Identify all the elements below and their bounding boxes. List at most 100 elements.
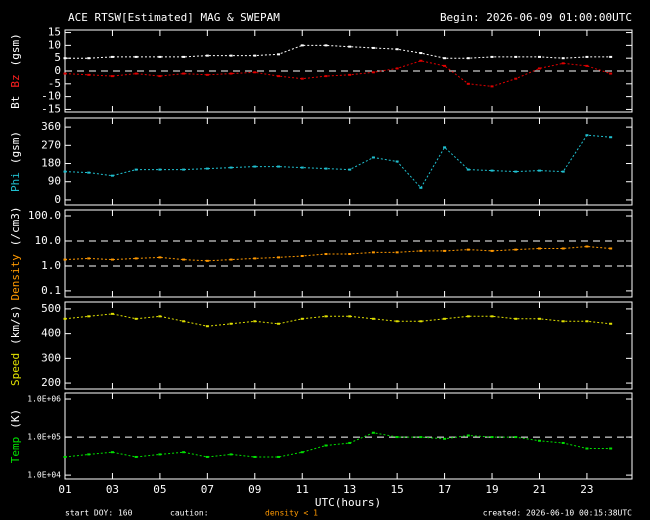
data-point bbox=[110, 312, 114, 315]
data-point bbox=[229, 166, 233, 169]
data-point bbox=[395, 320, 399, 323]
y-axis-label-part: (K) bbox=[9, 409, 22, 429]
x-tick-label: 01 bbox=[58, 483, 71, 496]
data-point bbox=[110, 55, 114, 58]
panel-frame bbox=[64, 117, 633, 206]
data-point bbox=[253, 320, 257, 323]
data-point bbox=[253, 71, 257, 74]
data-point bbox=[182, 451, 186, 454]
x-tick-label: 11 bbox=[296, 483, 309, 496]
y-tick-label: 1.0E+04 bbox=[27, 471, 61, 480]
data-point bbox=[205, 259, 209, 262]
data-point bbox=[300, 77, 304, 80]
data-point bbox=[158, 315, 162, 318]
data-point bbox=[419, 59, 423, 62]
x-tick-label: 07 bbox=[201, 483, 214, 496]
data-point bbox=[490, 169, 494, 172]
y-axis-label: Speed (km/s) bbox=[9, 305, 22, 386]
data-point bbox=[158, 256, 162, 259]
data-point bbox=[443, 146, 447, 149]
data-point bbox=[419, 186, 423, 189]
data-point bbox=[300, 451, 304, 454]
x-tick-label: 23 bbox=[580, 483, 593, 496]
data-point bbox=[63, 72, 67, 75]
data-point bbox=[371, 156, 375, 159]
data-point bbox=[229, 322, 233, 325]
data-point bbox=[63, 170, 67, 173]
data-point bbox=[466, 57, 470, 60]
data-point bbox=[277, 75, 281, 78]
data-point bbox=[324, 444, 328, 447]
data-point bbox=[395, 67, 399, 70]
y-axis-label-part: (/cm3) bbox=[9, 206, 22, 246]
series-line bbox=[64, 313, 611, 327]
data-point bbox=[609, 247, 613, 250]
data-point bbox=[514, 77, 518, 80]
y-tick-label: 0 bbox=[54, 193, 61, 206]
y-tick-label: 1.0E+06 bbox=[27, 395, 61, 404]
data-point bbox=[561, 170, 565, 173]
begin-time: Begin: 2026-06-09 01:00:00UTC bbox=[440, 11, 632, 24]
y-tick-label: 10 bbox=[48, 38, 61, 51]
data-point bbox=[443, 57, 447, 60]
data-point bbox=[537, 169, 541, 172]
data-point bbox=[609, 72, 613, 75]
data-point bbox=[466, 248, 470, 251]
y-axis-label-part: (gsm) bbox=[9, 33, 22, 66]
data-point bbox=[466, 434, 470, 437]
y-axis-label-part: Density bbox=[9, 254, 22, 301]
data-point bbox=[561, 247, 565, 250]
data-point bbox=[87, 171, 91, 174]
data-point bbox=[277, 165, 281, 168]
y-tick-label: -5 bbox=[48, 77, 61, 90]
data-point bbox=[348, 73, 352, 76]
data-point bbox=[395, 160, 399, 163]
data-point bbox=[158, 453, 162, 456]
y-tick-label: -15 bbox=[41, 102, 61, 115]
data-point bbox=[110, 451, 114, 454]
data-point bbox=[87, 73, 91, 76]
data-point bbox=[300, 166, 304, 169]
y-tick-label: 5 bbox=[54, 51, 61, 64]
y-tick-label: 300 bbox=[41, 351, 61, 364]
data-point bbox=[609, 447, 613, 450]
data-point bbox=[419, 52, 423, 55]
data-point bbox=[514, 436, 518, 439]
y-tick-label: 400 bbox=[41, 327, 61, 340]
caution-label: caution: bbox=[170, 509, 209, 518]
data-point bbox=[537, 55, 541, 58]
data-point bbox=[585, 447, 589, 450]
data-point bbox=[205, 73, 209, 76]
data-point bbox=[277, 256, 281, 259]
data-point bbox=[182, 55, 186, 58]
data-point bbox=[87, 257, 91, 260]
data-point bbox=[277, 53, 281, 56]
y-tick-label: 0 bbox=[54, 64, 61, 77]
data-point bbox=[371, 317, 375, 320]
data-point bbox=[300, 255, 304, 258]
data-point bbox=[182, 168, 186, 171]
data-point bbox=[324, 167, 328, 170]
data-point bbox=[609, 55, 613, 58]
y-axis-label: Density (/cm3) bbox=[9, 206, 22, 300]
y-tick-label: 500 bbox=[41, 302, 61, 315]
y-tick-label: 10.0 bbox=[35, 234, 62, 247]
data-point bbox=[205, 167, 209, 170]
data-point bbox=[443, 249, 447, 252]
data-point bbox=[514, 170, 518, 173]
data-point bbox=[585, 55, 589, 58]
series-line bbox=[65, 44, 611, 59]
data-point bbox=[371, 251, 375, 254]
data-point bbox=[609, 136, 613, 139]
data-point bbox=[110, 75, 114, 78]
data-point bbox=[537, 67, 541, 70]
data-point bbox=[537, 247, 541, 250]
data-point bbox=[134, 72, 138, 75]
data-point bbox=[253, 455, 257, 458]
data-point bbox=[182, 72, 186, 75]
data-point bbox=[300, 317, 304, 320]
data-point bbox=[229, 453, 233, 456]
data-point bbox=[205, 54, 209, 57]
data-point bbox=[324, 75, 328, 78]
